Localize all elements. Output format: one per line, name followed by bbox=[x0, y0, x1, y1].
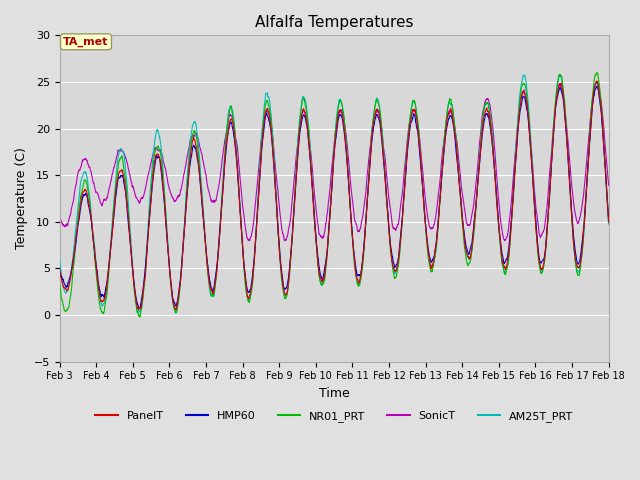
X-axis label: Time: Time bbox=[319, 387, 349, 400]
Y-axis label: Temperature (C): Temperature (C) bbox=[15, 147, 28, 250]
Text: TA_met: TA_met bbox=[63, 36, 109, 47]
Legend: PanelT, HMP60, NR01_PRT, SonicT, AM25T_PRT: PanelT, HMP60, NR01_PRT, SonicT, AM25T_P… bbox=[91, 407, 577, 426]
Title: Alfalfa Temperatures: Alfalfa Temperatures bbox=[255, 15, 413, 30]
